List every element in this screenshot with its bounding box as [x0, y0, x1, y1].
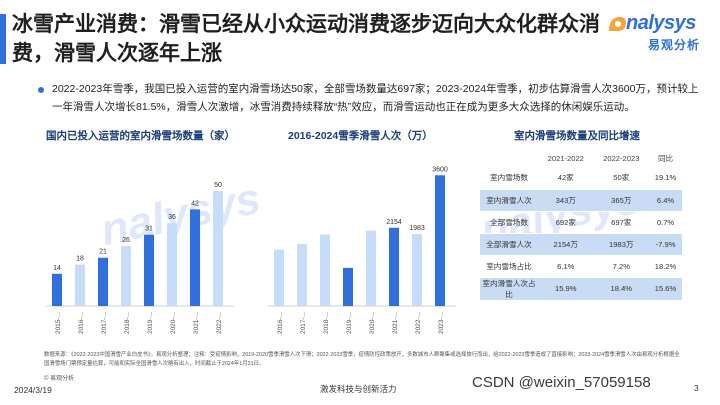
bar [389, 227, 399, 306]
bar [412, 233, 422, 306]
bar [121, 246, 131, 306]
table-cell: 室内滑雪人次 [480, 189, 538, 212]
table-cell: 全部雪场数 [480, 211, 538, 234]
ski-visits-bar-chart: 2016-... 2017-... 2018-... 2019-... 2020-...… [268, 166, 456, 334]
bar [75, 264, 85, 306]
x-tick-label: 2019-... [346, 312, 353, 334]
table-cell: 室内雪场数 [480, 167, 538, 190]
table-cell: 50家 [593, 167, 650, 190]
data-label: 42 [191, 200, 199, 207]
summary-text: 2022-2023年雪季，我国已投入运营的室内滑雪场达50家，全部雪场数量达69… [52, 83, 699, 113]
table-header-cell: 同比 [657, 154, 674, 163]
bar [144, 234, 154, 306]
x-tick-label: 2023-... [438, 312, 445, 334]
bar [435, 175, 445, 306]
indoor-rinks-bar-chart: 14 2015-... 18 2016-... 21 2017-... 26 2018-...… [46, 182, 234, 334]
chart-1-title: 国内已投入运营的室内滑雪场数量（家） [46, 130, 235, 142]
table-title: 室内滑雪场数量及同比增速 [514, 130, 640, 142]
data-label: 1983 [409, 225, 425, 232]
x-tick-label: 2016-... [78, 312, 85, 334]
table-row: 室内雪场占比 6.1% 7.2% 18.2% [480, 255, 682, 278]
x-tick-label: 2018-... [323, 312, 330, 334]
table-cell: 42家 [538, 167, 594, 190]
table-cell: 6.4% [649, 189, 682, 212]
bar [274, 249, 284, 306]
csdn-watermark: CSDN @weixin_57059158 [472, 374, 651, 391]
data-label: 21 [99, 249, 107, 256]
table-cell: 18.4% [593, 277, 650, 301]
table-cell: 1983万 [593, 233, 650, 256]
logo-wordmark: nalysys [626, 12, 696, 34]
bullet-dot [38, 87, 44, 93]
table-cell: 2154万 [538, 233, 594, 256]
x-tick-label: 2018-... [124, 312, 131, 334]
table-cell: 15.9% [538, 277, 594, 301]
x-tick-label: 2021-... [392, 312, 399, 334]
table-cell: 室内雪场占比 [480, 255, 538, 278]
x-tick-label: 2015-... [55, 312, 62, 334]
table-cell: 全部滑雪人次 [480, 233, 538, 256]
data-label: 50 [214, 182, 222, 189]
table-cell: 0.7% [649, 211, 682, 234]
table-cell: 343万 [538, 189, 594, 212]
data-label: 3600 [432, 166, 448, 173]
table-cell: 19.1% [649, 167, 682, 190]
table-header-cell [480, 150, 538, 167]
table-cell: 365万 [593, 189, 650, 212]
table-cell: 18.2% [649, 255, 682, 278]
table-cell: 692家 [538, 211, 594, 234]
logo-mark-icon [609, 17, 626, 31]
data-label: 26 [122, 237, 130, 244]
report-date: 2024/3/19 [14, 385, 52, 395]
table-row: 室内滑雪人次 343万 365万 6.4% [480, 189, 682, 212]
bar [190, 209, 200, 306]
table-header-cell: 2022-2023 [603, 154, 640, 163]
bar [52, 273, 62, 306]
title-accent-bar [0, 14, 6, 64]
analysys-logo: nalysys 易观分析 [609, 12, 714, 58]
x-tick-label: 2020-... [369, 312, 376, 334]
page-title: 冰雪产业消费：滑雪已经从小众运动消费逐步迈向大众化群众消费，滑雪人次逐年上涨 [12, 13, 600, 65]
x-tick-label: 2022-... [415, 312, 422, 334]
copyright-text: © 易观分析 [44, 376, 75, 382]
table-cell: 6.1% [538, 255, 594, 278]
bar [167, 223, 177, 306]
table-cell: 697家 [593, 211, 650, 234]
table-header-cell: 2021-2022 [547, 154, 584, 163]
source-footnote: 数据来源：《2022-2023中国滑雪产业白皮书》，易观分析整理；注释：受疫情影… [44, 352, 680, 367]
indoor-rinks-table: 2021-2022 2022-2023 同比 室内雪场数 42家 50家 19.… [480, 150, 682, 301]
footer-slogan: 激发科技与创新活力 [320, 384, 397, 394]
x-tick-label: 2017-... [300, 312, 307, 334]
data-label: 36 [168, 214, 176, 221]
table-row: 全部滑雪人次 2154万 1983万 -7.9% [480, 233, 682, 256]
logo-chinese-name: 易观分析 [648, 38, 701, 52]
x-tick-label: 2017-... [101, 312, 108, 334]
data-label: 18 [76, 256, 84, 263]
table-row: 全部雪场数 692家 697家 0.7% [480, 211, 682, 234]
data-label: 31 [145, 226, 153, 233]
bar [343, 267, 353, 306]
x-tick-label: 2019-... [147, 312, 154, 334]
bar [297, 243, 307, 306]
bar [366, 230, 376, 306]
table-row: 室内雪场数 42家 50家 19.1% [480, 167, 682, 190]
table-header-row: 2021-2022 2022-2023 同比 [480, 150, 682, 167]
page-number: 3 [694, 383, 699, 393]
table-cell: 室内滑雪人次占比 [480, 277, 538, 301]
table-cell: 15.6% [649, 277, 682, 301]
x-tick-label: 2020-... [170, 312, 177, 334]
x-tick-label: 2021-... [193, 312, 200, 334]
data-label: 14 [53, 265, 61, 272]
chart-2-title: 2016-2024雪季滑雪人次（万） [288, 130, 433, 142]
data-label: 2154 [386, 219, 402, 226]
table-cell: 7.2% [593, 255, 650, 278]
x-tick-label: 2022-... [216, 312, 223, 334]
bar [320, 234, 330, 306]
table-row: 室内滑雪人次占比 15.9% 18.4% 15.6% [480, 277, 682, 301]
bar [98, 257, 108, 306]
x-tick-label: 2016-... [277, 312, 284, 334]
table-cell: -7.9% [649, 233, 682, 256]
bar [213, 191, 223, 306]
